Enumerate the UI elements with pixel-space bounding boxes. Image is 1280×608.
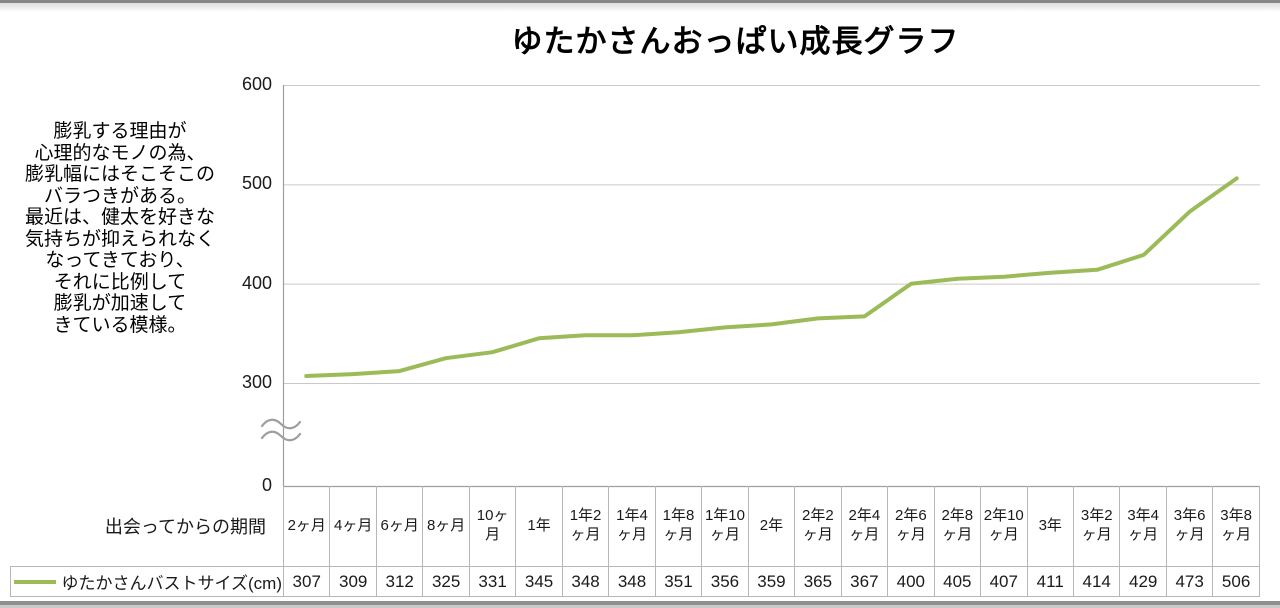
table-cell-category: 1年8ヶ月	[654, 486, 701, 566]
table-cell-value: 331	[468, 567, 515, 596]
window-edge-top-fade	[0, 3, 1280, 12]
table-cell-category: 2年6ヶ月	[887, 486, 933, 566]
table-cell-category: 2年10ヶ月	[980, 486, 1026, 566]
table-cell-value: 359	[747, 567, 794, 596]
data-line	[304, 176, 1239, 378]
plot-area	[260, 85, 1260, 488]
table-cell-value: 407	[980, 567, 1026, 596]
table-cell-category: 8ヶ月	[422, 486, 468, 566]
table-cell-category: 1年2ヶ月	[561, 486, 608, 566]
x-axis-header: 出会ってからの期間	[104, 517, 266, 537]
table-cell-value: 348	[561, 567, 608, 596]
table-cell-value: 400	[887, 567, 933, 596]
y-axis-tick-label: 300	[241, 372, 272, 392]
value-row: 307 309 312 325 331 345 348 348 351 356 359 365 367 4…	[283, 566, 1260, 597]
table-cell-category: 3年6ヶ月	[1165, 486, 1212, 566]
table-cell-value: 309	[329, 567, 375, 596]
table-cell-value: 351	[654, 567, 701, 596]
table-cell-value: 356	[701, 567, 747, 596]
y-axis-tick-label: 0	[261, 475, 272, 495]
window-edge-top	[0, 0, 1280, 3]
table-cell-category: 2年2ヶ月	[794, 486, 840, 566]
y-axis-tick-label: 500	[241, 173, 272, 194]
table-cell-category: 1年4ヶ月	[608, 486, 654, 566]
table-cell-value: 312	[375, 567, 422, 596]
chart-title: ゆたかさんおっぱい成長グラフ	[511, 24, 960, 59]
table-cell-value: 411	[1026, 567, 1073, 596]
table-cell-category: 4ヶ月	[329, 486, 375, 566]
table-cell-category: 6ヶ月	[375, 486, 422, 566]
table-cell-category: 3年	[1026, 486, 1073, 566]
table-cell-value: 325	[422, 567, 468, 596]
table-cell-category: 1年10ヶ月	[701, 486, 747, 566]
table-cell-category: 2年	[747, 486, 794, 566]
series-line-icon	[14, 579, 56, 584]
table-cell-value: 506	[1212, 567, 1258, 596]
y-axis-tick-label: 600	[241, 74, 272, 94]
table-cell-value: 414	[1072, 567, 1119, 596]
table-cell-value: 405	[933, 567, 980, 596]
axis-break-icon	[260, 430, 302, 442]
table-cell-value: 429	[1119, 567, 1165, 596]
category-row: 2ヶ月 4ヶ月 6ヶ月 8ヶ月 10ヶ月 1年 1年2ヶ月 1年4ヶ月 1年8ヶ月 1年10ヶ月 2…	[283, 486, 1260, 566]
annotation-text: 膨乳する理由が 心理的なモノの為、 膨乳幅にはそこそこの バラつきがある。 最近…	[24, 121, 215, 336]
table-cell-category: 3年2ヶ月	[1072, 486, 1119, 566]
table-cell-value: 345	[515, 567, 561, 596]
table-cell-value: 307	[283, 567, 329, 596]
table-cell-category: 3年4ヶ月	[1119, 486, 1165, 566]
y-axis-tick-label: 400	[241, 272, 272, 293]
legend: ゆたかさんバストサイズ(cm)	[10, 566, 284, 597]
window-edge-bottom	[0, 601, 1280, 605]
legend-series-label: ゆたかさんバストサイズ(cm)	[61, 574, 282, 593]
table-cell-category: 2ヶ月	[283, 486, 329, 566]
table-cell-category: 1年	[515, 486, 561, 566]
table-cell-category: 10ヶ月	[468, 486, 515, 566]
table-cell-value: 365	[794, 567, 840, 596]
table-cell-category: 2年8ヶ月	[933, 486, 980, 566]
table-cell-value: 367	[840, 567, 887, 596]
table-cell-value: 473	[1165, 567, 1212, 596]
axis-break-icon	[260, 418, 302, 430]
table-cell-category: 2年4ヶ月	[840, 486, 887, 566]
window-edge-bottom-fade	[0, 605, 1280, 608]
table-cell-category: 3年8ヶ月	[1212, 486, 1258, 566]
table-cell-value: 348	[608, 567, 654, 596]
